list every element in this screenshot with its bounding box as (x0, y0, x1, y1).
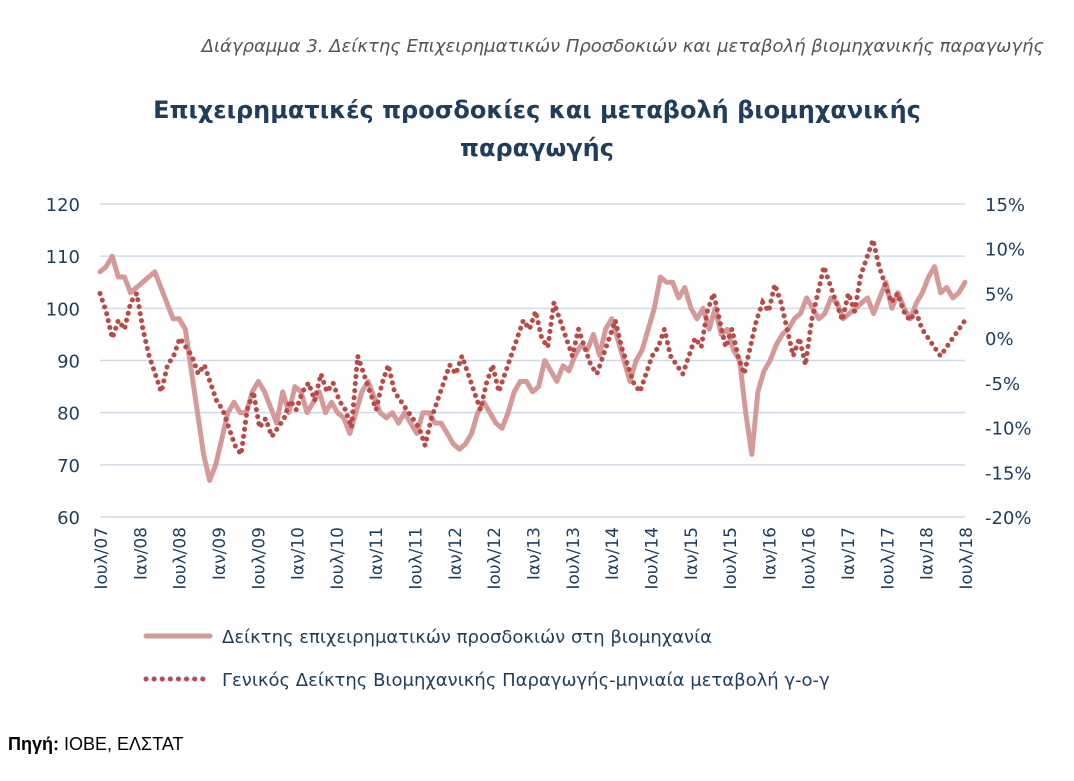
y-right-tick-label: 10% (985, 240, 1025, 261)
y-left-tick-label: 70 (57, 456, 80, 477)
chart-title-line: Επιχειρηματικές προσδοκίες και μεταβολή … (153, 96, 921, 124)
grid (100, 203, 965, 518)
x-tick-label: Ιαν/12 (446, 527, 466, 580)
x-tick-label: Ιουλ/13 (564, 527, 584, 590)
x-tick-label: Ιουλ/09 (249, 527, 269, 590)
x-tick-label: Ιουλ/15 (721, 527, 741, 590)
y-left-tick-label: 80 (57, 404, 80, 425)
y-axis-right: -20% -15% -10% -5% 0% 5% 10% 15% (985, 195, 1032, 529)
y-right-tick-label: -20% (985, 508, 1032, 529)
x-tick-label: Ιαν/18 (918, 527, 938, 580)
x-tick-label: Ιαν/17 (839, 527, 859, 580)
x-tick-label: Ιουλ/17 (878, 527, 898, 590)
y-right-tick-label: -10% (985, 419, 1032, 440)
x-tick-label: Ιαν/13 (525, 527, 545, 580)
x-tick-label: Ιαν/11 (367, 527, 387, 580)
source-note: Πηγή: ΙΟΒΕ, ΕΛΣΤΑΤ (8, 734, 184, 755)
x-tick-label: Ιουλ/14 (642, 527, 662, 590)
chart-title: Επιχειρηματικές προσδοκίες και μεταβολή … (153, 96, 921, 162)
x-tick-label: Ιουλ/08 (171, 527, 191, 590)
y-left-tick-label: 60 (57, 508, 80, 529)
y-right-tick-label: 15% (985, 195, 1025, 216)
x-tick-label: Ιουλ/07 (92, 527, 112, 590)
series-line (97, 253, 968, 483)
legend-label-dots: Γενικός Δείκτης Βιομηχανικής Παραγωγής-μ… (222, 670, 830, 691)
y-left-tick-label: 110 (46, 247, 80, 268)
x-tick-label: Ιουλ/12 (485, 527, 505, 590)
figure-caption: Διάγραμμα 3. Δείκτης Επιχειρηματικών Προ… (201, 36, 1044, 57)
chart-title-line: παραγωγής (460, 134, 614, 162)
y-right-tick-label: 5% (985, 284, 1014, 305)
series-line-path (97, 253, 968, 483)
y-left-tick-label: 120 (46, 195, 80, 216)
source-value: ΙΟΒΕ, ΕΛΣΤΑΤ (64, 734, 184, 754)
x-tick-label: Ιαν/15 (682, 527, 702, 580)
y-right-tick-label: -5% (985, 374, 1020, 395)
x-tick-label: Ιαν/14 (603, 527, 623, 580)
x-tick-label: Ιουλ/11 (407, 527, 427, 590)
x-tick-label: Ιουλ/16 (800, 527, 820, 590)
legend: Δείκτης επιχειρηματικών προσδοκιών στη β… (143, 627, 830, 691)
legend-label-line: Δείκτης επιχειρηματικών προσδοκιών στη β… (222, 627, 712, 648)
x-axis: Ιουλ/07 Ιαν/08 Ιουλ/08 Ιαν/09 Ιουλ/09 Ιαν/10 Ι… (92, 527, 977, 590)
x-tick-label: Ιαν/10 (289, 527, 309, 580)
y-right-tick-label: 0% (985, 329, 1014, 350)
y-axis-left: 60 70 80 90 100 110 120 (46, 195, 80, 529)
series-dots-path (97, 230, 968, 462)
source-label: Πηγή: (8, 734, 59, 754)
x-tick-label: Ιουλ/10 (328, 527, 348, 590)
y-right-tick-label: -15% (985, 463, 1032, 484)
series-dots (97, 230, 968, 462)
x-tick-label: Ιουλ/18 (957, 527, 977, 590)
y-left-tick-label: 90 (57, 352, 80, 373)
x-tick-label: Ιαν/16 (760, 527, 780, 580)
x-tick-label: Ιαν/08 (131, 527, 151, 580)
x-tick-label: Ιαν/09 (210, 527, 230, 580)
y-left-tick-label: 100 (46, 299, 80, 320)
